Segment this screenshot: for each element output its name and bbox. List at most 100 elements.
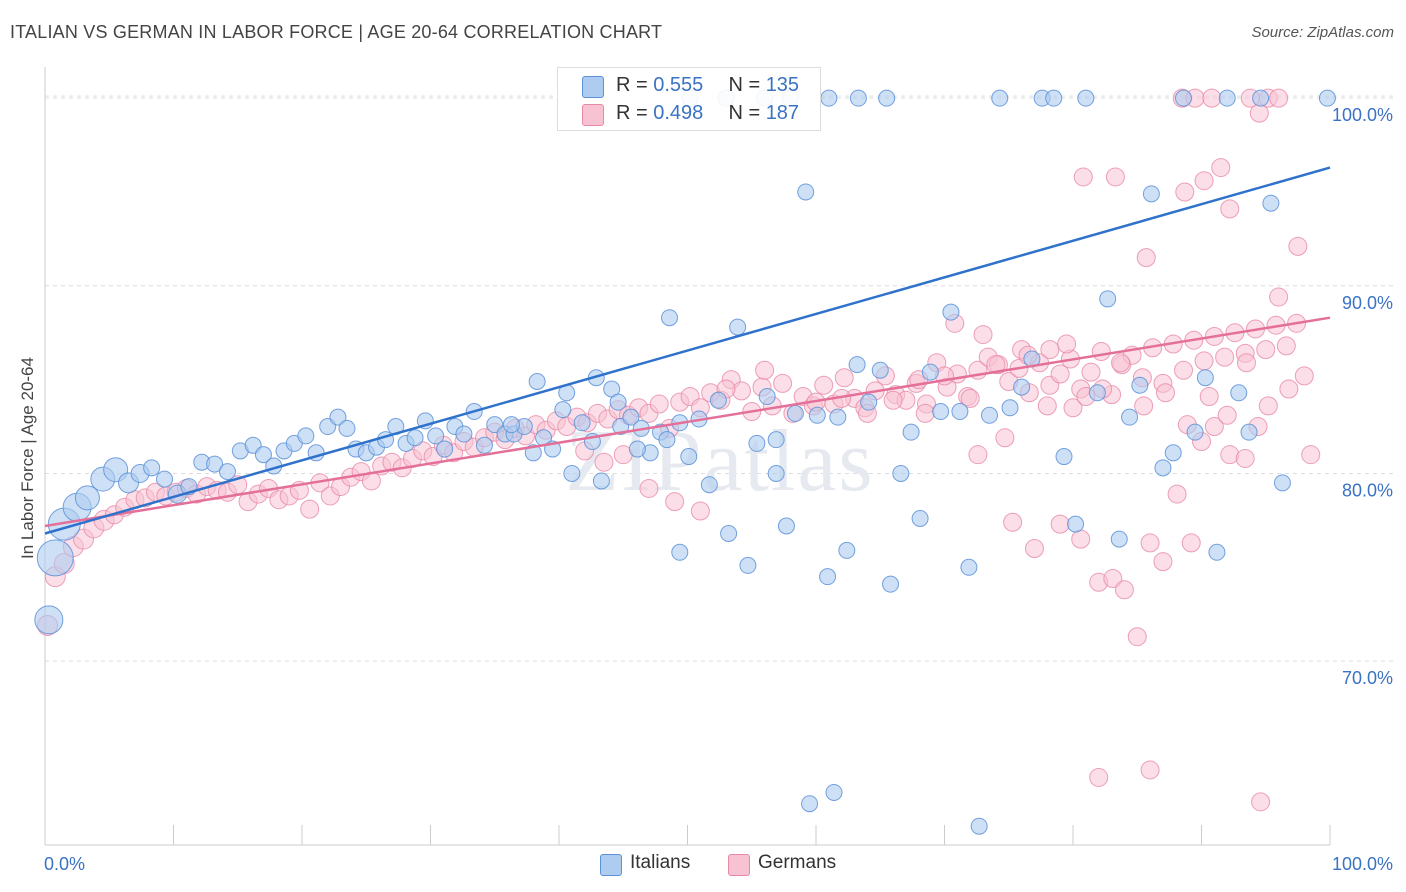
- italian-point: [622, 408, 640, 426]
- italian-point: [563, 464, 581, 482]
- german-point: [665, 492, 685, 512]
- n-value: 187: [765, 102, 800, 124]
- italian-point: [628, 440, 646, 458]
- italian-point: [1099, 290, 1117, 308]
- german-point: [1251, 792, 1271, 812]
- italians-stats: R = 0.555 N = 135: [616, 74, 799, 97]
- italian-point: [680, 448, 698, 466]
- italian-point: [475, 436, 493, 454]
- german-point: [1073, 167, 1093, 187]
- italian-point: [455, 425, 473, 443]
- italians-points: [34, 89, 1336, 835]
- italian-point: [709, 391, 727, 409]
- italians-legend-swatch: [600, 854, 622, 876]
- italian-point: [34, 605, 64, 635]
- y-tick-label: 80.0%: [1342, 480, 1393, 500]
- german-point: [1194, 171, 1214, 191]
- y-axis-label: In Labor Force | Age 20-64: [18, 357, 37, 559]
- german-point: [1127, 627, 1147, 647]
- italian-point: [729, 318, 747, 336]
- italian-point: [951, 403, 969, 421]
- italian-point: [748, 434, 766, 452]
- german-point: [1276, 336, 1296, 356]
- german-point: [1204, 417, 1224, 437]
- n-label: N =: [728, 102, 761, 124]
- x-tick-label: 100.0%: [1332, 854, 1393, 874]
- german-point: [1215, 347, 1235, 367]
- italian-point: [1218, 89, 1236, 107]
- german-point: [1220, 199, 1240, 219]
- german-point: [1269, 287, 1289, 307]
- german-point: [1236, 353, 1256, 373]
- italian-point: [921, 363, 939, 381]
- german-point: [1050, 514, 1070, 534]
- series-legend: Italians Germans: [0, 852, 1406, 878]
- german-point: [755, 360, 775, 380]
- german-point: [1103, 569, 1123, 589]
- axes: [44, 67, 1331, 846]
- italian-point: [436, 440, 454, 458]
- italian-point: [820, 89, 838, 107]
- german-point: [1114, 580, 1134, 600]
- german-point: [960, 388, 980, 408]
- italian-point: [960, 558, 978, 576]
- italian-point: [1252, 89, 1270, 107]
- german-point: [1194, 351, 1214, 371]
- italian-point: [406, 429, 424, 447]
- italian-point: [218, 463, 236, 481]
- german-point: [1156, 383, 1176, 403]
- german-point: [690, 501, 710, 521]
- italian-point: [739, 556, 757, 574]
- chart-source: Source: ZipAtlas.com: [1251, 24, 1394, 41]
- italian-point: [871, 361, 889, 379]
- german-point: [1089, 767, 1109, 787]
- italian-point: [36, 539, 74, 577]
- german-point: [834, 368, 854, 388]
- german-point: [1091, 341, 1111, 361]
- r-value: 0.498: [653, 102, 704, 124]
- german-point: [773, 373, 793, 393]
- italian-point: [554, 401, 572, 419]
- german-point: [1294, 366, 1314, 386]
- italian-point: [819, 568, 837, 586]
- italian-point: [338, 419, 356, 437]
- italian-point: [758, 388, 776, 406]
- german-point: [1003, 512, 1023, 532]
- german-point: [1288, 236, 1308, 256]
- italian-point: [1164, 444, 1182, 462]
- n-label: N =: [728, 74, 761, 96]
- german-point: [1063, 398, 1083, 418]
- german-point: [1175, 182, 1195, 202]
- italian-point: [1208, 543, 1226, 561]
- italian-point: [786, 404, 804, 422]
- italian-point: [528, 373, 546, 391]
- italian-point: [1262, 194, 1280, 212]
- italian-point: [1067, 515, 1085, 533]
- german-point: [1081, 362, 1101, 382]
- y-tick-label: 90.0%: [1342, 293, 1393, 313]
- german-point: [1301, 445, 1321, 465]
- german-point: [1105, 167, 1125, 187]
- legend-label: Italians: [630, 852, 691, 873]
- stats-row-italians: R = 0.555 N = 135: [558, 72, 820, 100]
- y-tick-label: 100.0%: [1332, 105, 1393, 125]
- germans-stats: R = 0.498 N = 187: [616, 102, 799, 125]
- italian-point: [1240, 423, 1258, 441]
- italian-point: [1273, 474, 1291, 492]
- italian-point: [1131, 376, 1149, 394]
- italian-point: [661, 309, 679, 327]
- italian-point: [970, 817, 988, 835]
- italian-point: [206, 455, 224, 473]
- german-point: [1279, 379, 1299, 399]
- german-point: [1202, 88, 1222, 108]
- italians-trend-line: [44, 166, 1331, 535]
- italian-point: [1121, 408, 1139, 426]
- grid-lines: [45, 95, 1395, 662]
- germans-legend-swatch: [728, 854, 750, 876]
- italian-point: [1001, 399, 1019, 417]
- german-point: [1167, 484, 1187, 504]
- german-point: [1024, 539, 1044, 559]
- italian-point: [980, 406, 998, 424]
- german-point: [1235, 448, 1255, 468]
- italian-point: [991, 89, 1009, 107]
